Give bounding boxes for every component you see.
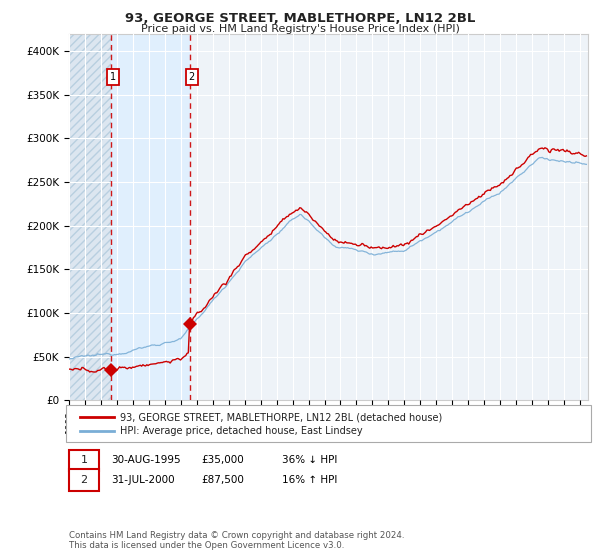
Bar: [69, 34, 112, 400]
Text: 31-JUL-2000: 31-JUL-2000: [111, 475, 175, 485]
Text: 93, GEORGE STREET, MABLETHORPE, LN12 2BL: 93, GEORGE STREET, MABLETHORPE, LN12 2BL: [125, 12, 475, 25]
Text: 1: 1: [80, 455, 88, 465]
Text: Price paid vs. HM Land Registry's House Price Index (HPI): Price paid vs. HM Land Registry's House …: [140, 24, 460, 34]
Text: 16% ↑ HPI: 16% ↑ HPI: [282, 475, 337, 485]
Text: 30-AUG-1995: 30-AUG-1995: [111, 455, 181, 465]
Text: HPI: Average price, detached house, East Lindsey: HPI: Average price, detached house, East…: [120, 426, 362, 436]
Text: Contains HM Land Registry data © Crown copyright and database right 2024.
This d: Contains HM Land Registry data © Crown c…: [69, 530, 404, 550]
Text: 1: 1: [110, 72, 116, 82]
Text: 36% ↓ HPI: 36% ↓ HPI: [282, 455, 337, 465]
Bar: [112, 34, 190, 400]
Text: 2: 2: [188, 72, 195, 82]
Text: £87,500: £87,500: [201, 475, 244, 485]
Text: £35,000: £35,000: [201, 455, 244, 465]
Text: 2: 2: [80, 475, 88, 485]
Text: 93, GEORGE STREET, MABLETHORPE, LN12 2BL (detached house): 93, GEORGE STREET, MABLETHORPE, LN12 2BL…: [120, 412, 442, 422]
